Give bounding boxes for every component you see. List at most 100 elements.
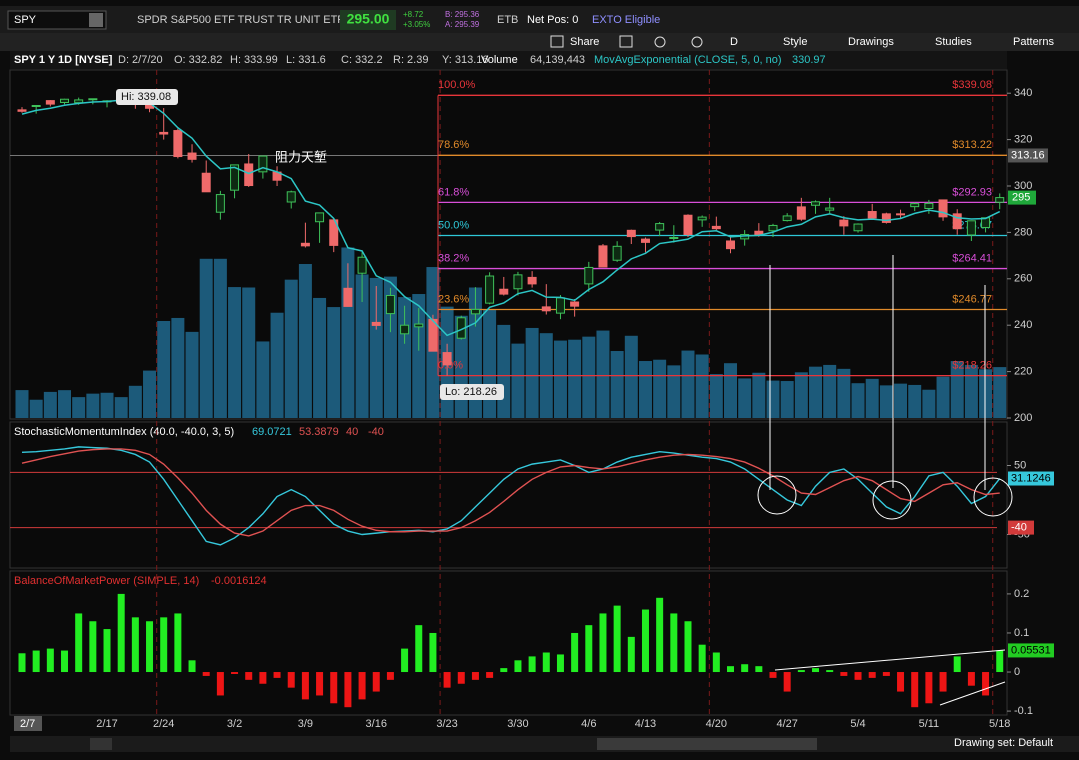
fib-pct: 23.6%: [438, 293, 469, 305]
symbol-box[interactable]: [7, 10, 107, 30]
header-fields: D: 2/7/20 O: 332.82 H: 333.99 L: 331.6 C: 33…: [118, 54, 489, 66]
description: SPDR S&P500 ETF TRUST TR UNIT ETF: [137, 14, 344, 26]
scroll-bar[interactable]: [10, 736, 1079, 752]
candle-body: [499, 288, 509, 295]
candle-body: [811, 201, 821, 206]
menu-share[interactable]: Share: [570, 36, 599, 48]
menu-patterns[interactable]: Patterns: [1013, 36, 1054, 48]
candle-body: [428, 318, 438, 352]
bop-bar: [627, 636, 635, 673]
volume-bar: [752, 372, 766, 418]
volume-bar: [157, 320, 171, 418]
x-tick-label: 5/4: [850, 718, 865, 730]
candle-body: [513, 274, 523, 290]
bop-bar: [174, 613, 182, 673]
volume-bar: [582, 336, 596, 418]
bop-last: 0.05531: [1011, 644, 1051, 656]
bop-bar: [89, 621, 97, 673]
y-tick-label: 240: [1014, 319, 1032, 331]
bop-panel: [9, 570, 1008, 716]
bop-bar: [613, 605, 621, 673]
bop-bar: [769, 672, 777, 678]
volume-bar: [667, 365, 681, 418]
volume-bar: [738, 378, 752, 418]
bop-bar: [882, 672, 890, 676]
volume-bar: [681, 350, 695, 418]
menu-drawings[interactable]: Drawings: [848, 36, 894, 48]
bop-bar: [755, 666, 763, 673]
smi-box: [1008, 471, 1054, 486]
dropdown[interactable]: [89, 13, 103, 27]
volume-bar: [199, 258, 213, 418]
bop-bar: [911, 672, 919, 708]
candle-body: [640, 238, 650, 243]
candle-body: [782, 215, 792, 222]
bop-bar: [571, 632, 579, 673]
header-field: L: 331.6: [286, 54, 326, 66]
volume-bar: [610, 351, 624, 418]
volume-bar: [596, 330, 610, 418]
candle-body: [952, 213, 962, 230]
x-tick-label: 5/11: [919, 718, 940, 730]
candle-body: [655, 223, 665, 231]
volume-bar: [936, 376, 950, 418]
bop-bar: [287, 672, 295, 688]
volume-bar: [879, 385, 893, 418]
bop-bar: [344, 672, 352, 708]
bop-bar: [301, 672, 309, 700]
menu-studies[interactable]: Studies: [935, 36, 972, 48]
header-field: C: 332.2: [341, 54, 383, 66]
drawn-trend: [774, 649, 1006, 671]
candle-body: [300, 242, 310, 247]
volume-label: Volume: [481, 54, 518, 66]
volume-bar: [766, 380, 780, 418]
volume-bar: [355, 274, 369, 418]
bop-bar: [656, 597, 664, 673]
x-tick-label: 2/17: [96, 718, 117, 730]
volume-bar: [86, 393, 100, 418]
bop-bar: [514, 660, 522, 673]
volume-bar: [638, 361, 652, 418]
candle-body: [400, 324, 410, 335]
y-tick-label: 0.1: [1014, 627, 1029, 639]
volume-bar: [553, 340, 567, 418]
menu-style[interactable]: Style: [783, 36, 807, 48]
symbol: SPY: [14, 14, 37, 26]
bop-bar: [117, 593, 125, 673]
x-tick-label: 2/7: [20, 718, 35, 730]
bop-bar: [727, 666, 734, 673]
drawn-trend: [939, 681, 1006, 706]
settings-icon[interactable]: [691, 36, 703, 48]
volume-bar: [256, 341, 270, 418]
bop-bar: [741, 664, 749, 673]
fib-price: $339.08: [952, 79, 992, 91]
candle-body: [442, 352, 452, 366]
volume-bar: [100, 392, 114, 418]
y-tick-label: 340: [1014, 87, 1032, 99]
volume-bar: [823, 364, 837, 418]
icon[interactable]: [654, 36, 666, 48]
volume-bar: [695, 354, 709, 418]
bop-bar: [939, 672, 947, 692]
candle-body: [17, 109, 27, 112]
volume-bar: [922, 389, 936, 418]
candle-body: [159, 131, 169, 135]
scroll-button[interactable]: [90, 738, 112, 750]
volume-bar: [964, 364, 978, 418]
icon[interactable]: [619, 35, 633, 48]
study-value: 330.97: [792, 54, 826, 66]
level-label: 40: [346, 426, 358, 438]
share-icon[interactable]: [550, 35, 564, 48]
header-field: O: 332.82: [174, 54, 222, 66]
candle-body: [230, 164, 240, 191]
candle-body: [867, 211, 877, 219]
candle-body: [683, 214, 693, 235]
chart-header: [10, 51, 1007, 69]
volume-bar: [894, 383, 908, 418]
scroll-thumb[interactable]: [597, 738, 817, 750]
volume-bar: [298, 264, 312, 418]
volume-bar: [568, 339, 582, 418]
menu-period[interactable]: D: [730, 36, 738, 48]
drawing-set: Drawing set: Default: [954, 737, 1053, 749]
avg-value: 53.3879: [299, 426, 339, 438]
